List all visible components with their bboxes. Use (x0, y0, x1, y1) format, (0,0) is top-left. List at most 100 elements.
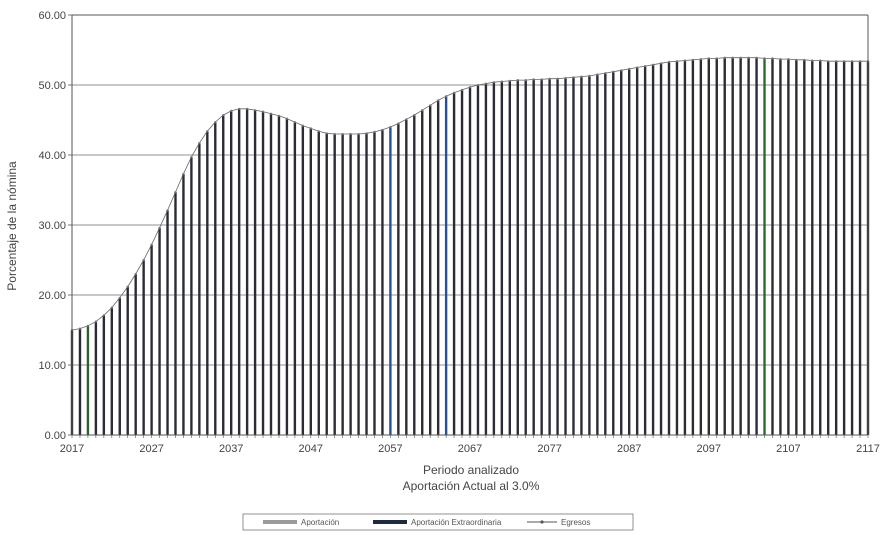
bar-2096 (699, 59, 703, 435)
bar-2025 (134, 274, 137, 435)
egresos-point-2026 (142, 258, 145, 262)
bar-2066 (460, 89, 464, 436)
bar-2059 (405, 119, 408, 436)
egresos-point-2108 (795, 58, 798, 61)
bar-2083 (596, 74, 599, 435)
egresos-point-2093 (675, 60, 679, 63)
bar-2033 (198, 143, 201, 435)
egresos-point-2072 (508, 79, 511, 82)
x-tick-label: 2037 (219, 443, 243, 455)
egresos-point-2056 (381, 128, 384, 131)
egresos-point-2040 (253, 109, 257, 112)
bar-2113 (834, 61, 838, 435)
egresos-point-2037 (230, 109, 233, 112)
bar-2040 (253, 110, 257, 435)
egresos-point-2052 (349, 132, 352, 136)
legend-swatch-egresos-marker (540, 520, 544, 524)
bar-2095 (691, 59, 695, 436)
egresos-point-2063 (437, 99, 440, 102)
bar-2018 (78, 328, 82, 435)
bar-2104 (763, 58, 766, 436)
bar-2100 (731, 57, 734, 435)
egresos-point-2092 (667, 60, 671, 64)
x-tick-label: 2107 (776, 443, 800, 455)
bar-2054 (365, 133, 368, 436)
bar-2026 (142, 260, 145, 435)
bar-2085 (612, 71, 615, 435)
egresos-point-2078 (556, 77, 559, 80)
egresos-point-2076 (540, 78, 543, 81)
egresos-point-2054 (365, 132, 368, 135)
bar-2056 (381, 129, 384, 436)
bar-2082 (588, 75, 591, 436)
egresos-point-2082 (588, 74, 591, 77)
bar-2081 (580, 76, 583, 435)
bar-2110 (811, 60, 814, 435)
bar-2022 (110, 307, 113, 435)
y-tick-label: 40.00 (38, 150, 66, 162)
egresos-point-2080 (572, 76, 575, 79)
bar-2034 (206, 131, 209, 435)
egresos-point-2038 (238, 107, 241, 110)
bar-2078 (556, 78, 559, 435)
egresos-point-2048 (317, 130, 320, 133)
egresos-point-2070 (492, 81, 495, 84)
egresos-point-2039 (246, 107, 249, 110)
egresos-point-2045 (293, 121, 296, 124)
bar-2106 (779, 59, 782, 435)
bar-2044 (285, 118, 289, 435)
bar-2036 (222, 115, 225, 435)
x-tick-label: 2097 (697, 443, 721, 455)
bar-2087 (628, 68, 631, 436)
bar-2071 (500, 81, 504, 435)
egresos-point-2031 (182, 172, 185, 175)
egresos-point-2018 (78, 327, 82, 330)
egresos-point-2113 (835, 60, 838, 63)
egresos-point-2069 (484, 82, 488, 85)
egresos-point-2116 (858, 60, 862, 63)
bar-2049 (325, 133, 328, 436)
bar-2030 (174, 192, 177, 435)
bar-2093 (675, 61, 679, 435)
egresos-point-2111 (819, 59, 822, 62)
bar-2077 (548, 78, 551, 435)
y-tick-label: 50.00 (38, 80, 66, 92)
bar-2068 (476, 85, 480, 435)
egresos-point-2114 (843, 60, 846, 63)
egresos-point-2077 (548, 77, 551, 80)
bar-2086 (620, 70, 623, 436)
y-tick-label: 10.00 (38, 360, 66, 372)
egresos-point-2075 (532, 78, 535, 81)
x-axis-title: Periodo analizado (423, 463, 519, 477)
bar-2038 (237, 108, 241, 436)
egresos-point-2109 (803, 58, 806, 61)
egresos-point-2050 (333, 132, 336, 136)
bar-2069 (484, 83, 488, 435)
egresos-point-2085 (612, 70, 615, 73)
bar-2027 (150, 244, 153, 435)
bar-2111 (819, 60, 822, 435)
egresos-point-2087 (628, 67, 631, 70)
bar-2091 (659, 63, 663, 436)
egresos-point-2035 (214, 121, 217, 124)
egresos-point-2098 (715, 57, 718, 60)
egresos-point-2030 (174, 191, 177, 194)
legend-label-aportacion: Aportación (301, 518, 339, 527)
egresos-point-2088 (636, 66, 639, 69)
egresos-point-2044 (285, 117, 289, 120)
y-tick-label: 0.00 (45, 430, 66, 442)
legend-swatch-aportacion-extraordinaria (373, 520, 407, 524)
bar-2043 (277, 115, 281, 436)
egresos-point-2028 (158, 226, 161, 229)
bar-2042 (269, 113, 273, 435)
bar-2028 (158, 227, 161, 435)
egresos-point-2067 (468, 86, 472, 89)
bar-2021 (102, 315, 106, 435)
y-axis-title: Porcentaje de la nómina (5, 161, 19, 291)
legend: Aportación Aportación Extraordinaria Egr… (242, 513, 634, 531)
bar-2105 (771, 58, 774, 436)
egresos-point-2100 (731, 56, 734, 59)
bar-2088 (635, 67, 639, 435)
egresos-point-2021 (102, 314, 105, 317)
x-tick-label: 2117 (856, 443, 880, 455)
